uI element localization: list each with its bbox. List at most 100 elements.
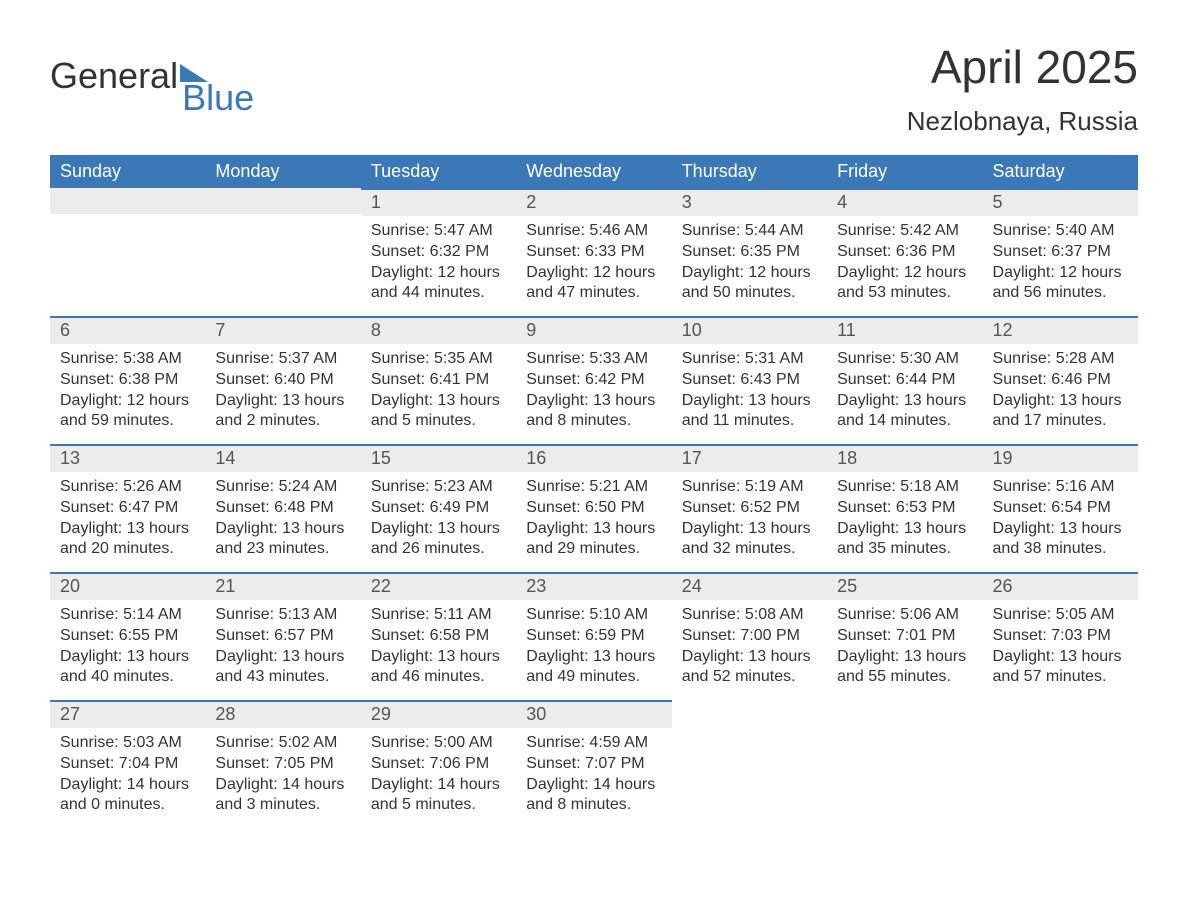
daylight-hours: 13 hours <box>593 648 655 665</box>
day-body: Sunrise: 5:38 AMSunset: 6:38 PMDaylight:… <box>50 344 205 438</box>
calendar-cell: 30Sunrise: 4:59 AMSunset: 7:07 PMDayligh… <box>516 700 671 828</box>
sunrise-label: Sunrise: <box>526 606 585 623</box>
daylight-line-1: Daylight: 13 hours <box>682 519 817 540</box>
sunset-label: Sunset: <box>371 627 425 644</box>
daylight-hours: 14 hours <box>282 776 344 793</box>
daylight-label: Daylight: <box>682 520 744 537</box>
daylight-hours: 13 hours <box>1059 392 1121 409</box>
sunset-label: Sunset: <box>215 371 269 388</box>
sunset-line: Sunset: 6:38 PM <box>60 370 195 391</box>
sunset-value: 7:06 PM <box>430 755 490 772</box>
sunset-label: Sunset: <box>526 627 580 644</box>
daylight-hours: 12 hours <box>438 264 500 281</box>
sunset-label: Sunset: <box>993 243 1047 260</box>
sunset-value: 6:42 PM <box>585 371 645 388</box>
sunrise-line: Sunrise: 5:37 AM <box>215 349 350 370</box>
calendar-cell: 8Sunrise: 5:35 AMSunset: 6:41 PMDaylight… <box>361 316 516 444</box>
daylight-line-2: and 56 minutes. <box>993 283 1128 304</box>
day-number: 12 <box>983 316 1138 344</box>
daylight-line-1: Daylight: 13 hours <box>371 391 506 412</box>
sunrise-value: 5:16 AM <box>1056 478 1115 495</box>
sunset-label: Sunset: <box>60 755 114 772</box>
sunset-label: Sunset: <box>526 755 580 772</box>
sunrise-line: Sunrise: 5:33 AM <box>526 349 661 370</box>
daylight-line-2: and 2 minutes. <box>215 411 350 432</box>
daylight-label: Daylight: <box>371 776 433 793</box>
daylight-hours: 14 hours <box>438 776 500 793</box>
day-body: Sunrise: 5:30 AMSunset: 6:44 PMDaylight:… <box>827 344 982 438</box>
daylight-line-2: and 50 minutes. <box>682 283 817 304</box>
day-body: Sunrise: 5:08 AMSunset: 7:00 PMDaylight:… <box>672 600 827 694</box>
day-number: 21 <box>205 572 360 600</box>
sunrise-value: 5:33 AM <box>589 350 648 367</box>
sunset-value: 7:07 PM <box>585 755 645 772</box>
day-number: 10 <box>672 316 827 344</box>
daylight-line-1: Daylight: 13 hours <box>526 519 661 540</box>
day-number: 8 <box>361 316 516 344</box>
sunset-line: Sunset: 6:49 PM <box>371 498 506 519</box>
daylight-line-2: and 20 minutes. <box>60 539 195 560</box>
sunrise-value: 5:19 AM <box>745 478 804 495</box>
daylight-hours: 12 hours <box>748 264 810 281</box>
sunrise-label: Sunrise: <box>371 734 430 751</box>
sunset-label: Sunset: <box>371 243 425 260</box>
daylight-line-2: and 32 minutes. <box>682 539 817 560</box>
page-title: April 2025 <box>907 40 1138 94</box>
daylight-hours: 13 hours <box>593 520 655 537</box>
sunset-line: Sunset: 6:35 PM <box>682 242 817 263</box>
sunset-value: 6:53 PM <box>896 499 956 516</box>
sunset-line: Sunset: 7:05 PM <box>215 754 350 775</box>
sunset-label: Sunset: <box>215 755 269 772</box>
sunrise-label: Sunrise: <box>993 606 1052 623</box>
title-block: April 2025 Nezlobnaya, Russia <box>907 40 1138 137</box>
sunset-label: Sunset: <box>526 499 580 516</box>
daylight-label: Daylight: <box>371 648 433 665</box>
sunrise-value: 5:46 AM <box>589 222 648 239</box>
daylight-line-1: Daylight: 12 hours <box>837 263 972 284</box>
calendar-week-row: 6Sunrise: 5:38 AMSunset: 6:38 PMDaylight… <box>50 316 1138 444</box>
sunrise-value: 5:13 AM <box>279 606 338 623</box>
calendar-cell: 12Sunrise: 5:28 AMSunset: 6:46 PMDayligh… <box>983 316 1138 444</box>
daylight-line-1: Daylight: 12 hours <box>371 263 506 284</box>
calendar-head: SundayMondayTuesdayWednesdayThursdayFrid… <box>50 155 1138 188</box>
sunset-value: 6:46 PM <box>1051 371 1111 388</box>
daylight-hours: 13 hours <box>748 520 810 537</box>
calendar-cell: 1Sunrise: 5:47 AMSunset: 6:32 PMDaylight… <box>361 188 516 316</box>
sunrise-label: Sunrise: <box>682 478 741 495</box>
sunrise-value: 5:40 AM <box>1056 222 1115 239</box>
sunrise-line: Sunrise: 5:02 AM <box>215 733 350 754</box>
daylight-label: Daylight: <box>371 392 433 409</box>
sunrise-line: Sunrise: 5:40 AM <box>993 221 1128 242</box>
daylight-line-2: and 46 minutes. <box>371 667 506 688</box>
daylight-line-1: Daylight: 13 hours <box>993 519 1128 540</box>
sunrise-label: Sunrise: <box>60 350 119 367</box>
calendar-cell: 23Sunrise: 5:10 AMSunset: 6:59 PMDayligh… <box>516 572 671 700</box>
daylight-line-2: and 52 minutes. <box>682 667 817 688</box>
weekday-header: Wednesday <box>516 155 671 188</box>
daylight-line-2: and 23 minutes. <box>215 539 350 560</box>
day-number: 30 <box>516 700 671 728</box>
daylight-line-2: and 55 minutes. <box>837 667 972 688</box>
sunset-label: Sunset: <box>60 627 114 644</box>
daylight-label: Daylight: <box>682 392 744 409</box>
sunrise-line: Sunrise: 5:21 AM <box>526 477 661 498</box>
sunrise-value: 5:44 AM <box>745 222 804 239</box>
calendar-cell: 26Sunrise: 5:05 AMSunset: 7:03 PMDayligh… <box>983 572 1138 700</box>
calendar-cell: 28Sunrise: 5:02 AMSunset: 7:05 PMDayligh… <box>205 700 360 828</box>
sunset-value: 6:38 PM <box>119 371 179 388</box>
daylight-hours: 13 hours <box>748 392 810 409</box>
daylight-hours: 13 hours <box>127 520 189 537</box>
sunrise-label: Sunrise: <box>526 350 585 367</box>
sunrise-line: Sunrise: 5:00 AM <box>371 733 506 754</box>
sunrise-line: Sunrise: 5:08 AM <box>682 605 817 626</box>
day-body: Sunrise: 5:02 AMSunset: 7:05 PMDaylight:… <box>205 728 360 822</box>
sunrise-label: Sunrise: <box>526 478 585 495</box>
daylight-hours: 13 hours <box>1059 648 1121 665</box>
sunset-line: Sunset: 6:57 PM <box>215 626 350 647</box>
weekday-header: Thursday <box>672 155 827 188</box>
day-number: 19 <box>983 444 1138 472</box>
sunrise-line: Sunrise: 5:38 AM <box>60 349 195 370</box>
sunset-line: Sunset: 6:53 PM <box>837 498 972 519</box>
sunrise-line: Sunrise: 5:23 AM <box>371 477 506 498</box>
calendar-week-row: 13Sunrise: 5:26 AMSunset: 6:47 PMDayligh… <box>50 444 1138 572</box>
